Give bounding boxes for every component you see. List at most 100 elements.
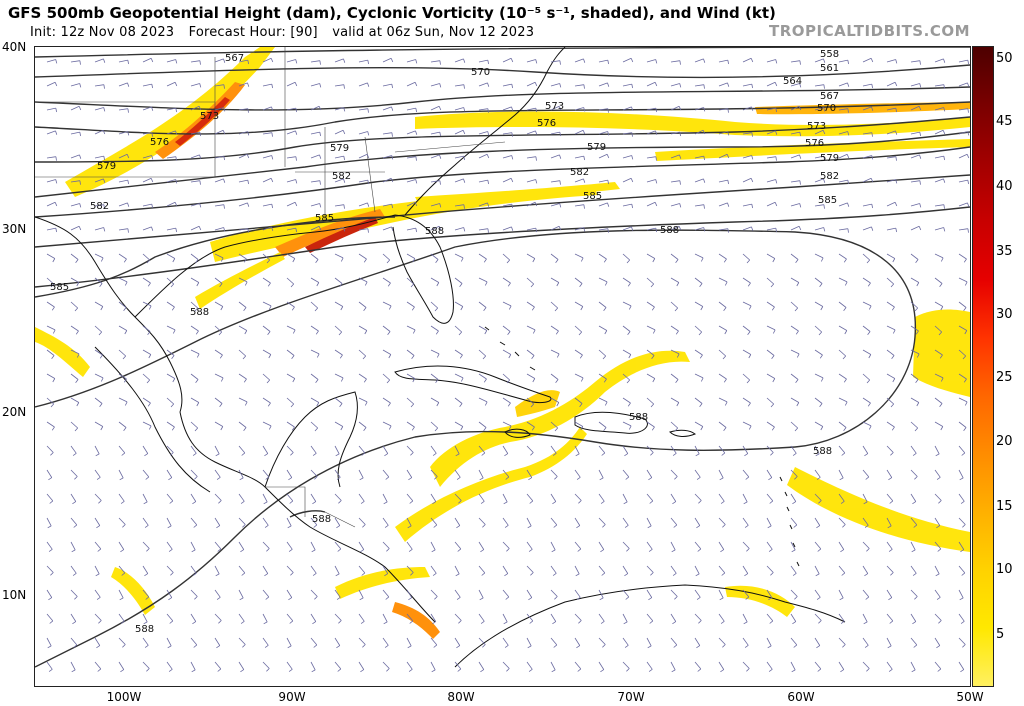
wind-barb-flag	[747, 282, 751, 287]
wind-barb	[286, 81, 296, 87]
wind-barb	[118, 277, 128, 283]
wind-barb	[790, 154, 800, 159]
wind-barb-flag	[748, 354, 752, 359]
wind-barb-flag	[866, 259, 870, 264]
wind-barb	[766, 201, 776, 207]
wind-barb-flag	[842, 355, 846, 360]
wind-barb	[646, 325, 656, 331]
wind-barb-flag	[532, 329, 536, 334]
wind-barb-flag	[624, 524, 629, 528]
wind-barb-flag	[847, 131, 850, 136]
wind-barb-flag	[76, 282, 80, 287]
wind-barb-flag	[439, 180, 441, 185]
wind-barb-flag	[264, 524, 269, 528]
wind-barb	[958, 661, 965, 670]
wind-barb-flag	[168, 548, 173, 552]
wind-barb	[574, 301, 583, 307]
wind-barb	[598, 637, 606, 645]
wind-barb-flag	[648, 548, 653, 552]
wind-barb	[142, 203, 152, 207]
wind-barb-flag	[700, 257, 704, 262]
wind-barb-flag	[383, 501, 388, 505]
wind-barb	[454, 178, 464, 183]
wind-barb	[934, 445, 940, 455]
wind-barb	[166, 156, 176, 159]
wind-barb-flag	[818, 500, 822, 504]
wind-barb-flag	[170, 403, 174, 408]
wind-barb-flag	[432, 621, 437, 625]
wind-barb	[886, 421, 895, 428]
wind-barb	[238, 421, 247, 428]
wind-barb	[478, 373, 487, 380]
wind-barb	[70, 445, 77, 454]
wind-barb	[94, 565, 100, 575]
wind-barb-flag	[723, 307, 727, 311]
wind-barb	[94, 107, 104, 111]
wind-barb-flag	[383, 621, 388, 625]
wind-barb-flag	[895, 156, 897, 161]
wind-barb-flag	[456, 525, 461, 529]
wind-barb-flag	[530, 403, 534, 408]
wind-barb-flag	[144, 453, 149, 457]
wind-barb	[262, 349, 271, 355]
wind-barb-flag	[243, 307, 247, 311]
wind-barb-flag	[940, 426, 944, 431]
wind-barb-flag	[223, 107, 226, 112]
wind-barb-flag	[698, 331, 702, 336]
wind-barb-flag	[487, 131, 490, 136]
wind-barb-flag	[599, 477, 604, 481]
wind-barb	[574, 493, 582, 501]
wind-barb-flag	[504, 644, 509, 648]
wind-barb-flag	[772, 378, 776, 383]
wind-barb	[502, 226, 512, 231]
wind-barb	[766, 397, 774, 405]
wind-barb	[958, 153, 968, 159]
wind-barb-flag	[529, 500, 534, 504]
wind-barb	[94, 301, 103, 307]
wind-barb	[910, 541, 916, 551]
wind-barb-flag	[99, 283, 103, 287]
wind-barb-flag	[457, 668, 462, 672]
wind-barb-flag	[604, 330, 608, 335]
colorbar	[972, 46, 994, 687]
wind-barb-flag	[703, 107, 706, 112]
wind-barb	[166, 349, 175, 356]
wind-barb	[454, 155, 464, 159]
wind-barb-flag	[463, 204, 465, 209]
wind-barb	[766, 613, 774, 622]
wind-barb-flag	[895, 130, 898, 135]
wind-barb-flag	[558, 226, 562, 231]
wind-barb-flag	[649, 500, 654, 504]
wind-barb	[502, 301, 512, 307]
wind-barb	[934, 637, 941, 646]
wind-barb-flag	[823, 204, 825, 209]
wind-barb-flag	[508, 425, 512, 430]
wind-barb	[502, 132, 512, 135]
wind-barb	[670, 105, 680, 111]
wind-barb	[694, 178, 704, 183]
wind-barb-flag	[865, 596, 870, 600]
wind-barb-flag	[647, 525, 652, 529]
wind-barb-flag	[959, 477, 964, 481]
wind-barb-flag	[775, 156, 777, 161]
wind-barb-flag	[863, 501, 868, 505]
wind-barb-flag	[508, 354, 512, 359]
wind-barb	[910, 589, 918, 597]
wind-barb-flag	[386, 548, 390, 552]
wind-barb	[694, 325, 702, 333]
wind-barb	[694, 107, 704, 111]
wind-barb	[742, 589, 750, 598]
wind-barb	[358, 397, 368, 403]
wind-barb	[766, 179, 776, 183]
wind-barb	[646, 565, 654, 573]
wind-barb-flag	[95, 453, 100, 457]
wind-barb	[334, 565, 340, 575]
wind-barb-flag	[751, 106, 754, 111]
wind-barb-flag	[436, 282, 440, 287]
colorbar-tick-label: 50	[996, 51, 1013, 66]
wind-barb-flag	[79, 132, 81, 137]
wind-barb-flag	[127, 202, 130, 207]
wind-barb-flag	[216, 476, 221, 480]
wind-barb	[262, 421, 272, 427]
wind-barb-flag	[314, 427, 318, 432]
